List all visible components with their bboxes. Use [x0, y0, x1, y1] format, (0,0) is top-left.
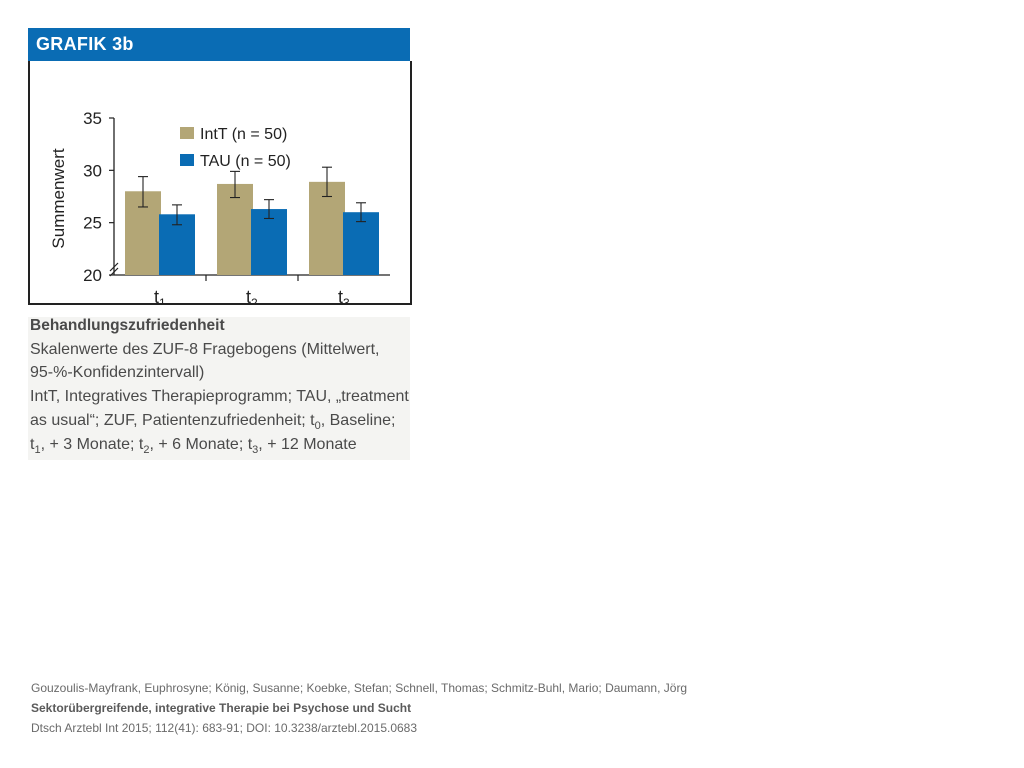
citation-title: Sektorübergreifende, integrative Therapi…	[31, 701, 412, 715]
bar-tau	[343, 212, 379, 275]
chart-frame: 20 25 30 35 Summenwert t1 t2 t3 IntT (n = 50) TAU…	[28, 61, 412, 305]
caption-line: 95-%-Konfidenzintervall)	[30, 364, 205, 381]
y-tick-label: 35	[83, 109, 102, 128]
bar-tau	[251, 209, 287, 275]
caption-line: Skalenwerte des ZUF-8 Fragebogens (Mitte…	[30, 341, 380, 358]
x-tick-label: t3	[338, 287, 350, 303]
x-tick-label: t1	[154, 287, 166, 303]
bar-chart: 20 25 30 35 Summenwert t1 t2 t3 IntT (n = 50) TAU…	[49, 109, 390, 303]
citation: Gouzoulis-Mayfrank, Euphrosyne; König, S…	[31, 678, 687, 738]
axis-break-mark	[109, 267, 119, 277]
axis-break-mark	[109, 262, 119, 272]
caption-title: Behandlungszufriedenheit	[30, 317, 225, 334]
y-tick-label: 25	[83, 214, 102, 233]
figure-header-label: GRAFIK 3b	[36, 34, 134, 54]
caption-line: IntT, Integratives Therapieprogramm; TAU…	[30, 388, 409, 405]
citation-authors: Gouzoulis-Mayfrank, Euphrosyne; König, S…	[31, 681, 688, 695]
legend-swatch	[180, 127, 194, 139]
caption-line: as usual“; ZUF, Patientenzufriedenheit; …	[30, 412, 396, 433]
x-tick-label: t2	[246, 287, 258, 303]
bar-intt	[217, 183, 253, 275]
legend-label: TAU (n = 50)	[200, 153, 291, 170]
y-tick-label: 30	[83, 161, 102, 180]
y-axis-label: Summenwert	[49, 148, 68, 248]
legend-swatch	[180, 154, 194, 166]
figure-caption: Behandlungszufriedenheit Skalenwerte des…	[28, 317, 410, 460]
legend-label: IntT (n = 50)	[200, 126, 287, 143]
figure-header: GRAFIK 3b	[28, 28, 410, 61]
bar-intt	[309, 181, 345, 275]
caption-line: t1, + 3 Monate; t2, + 6 Monate; t3, + 12…	[30, 436, 357, 457]
citation-source: Dtsch Arztebl Int 2015; 112(41): 683-91;…	[31, 721, 418, 735]
figure-panel: GRAFIK 3b 20 25 30 35 Summenwert t1 t2 t3 IntT (…	[28, 28, 412, 460]
y-tick-label: 20	[83, 266, 102, 285]
